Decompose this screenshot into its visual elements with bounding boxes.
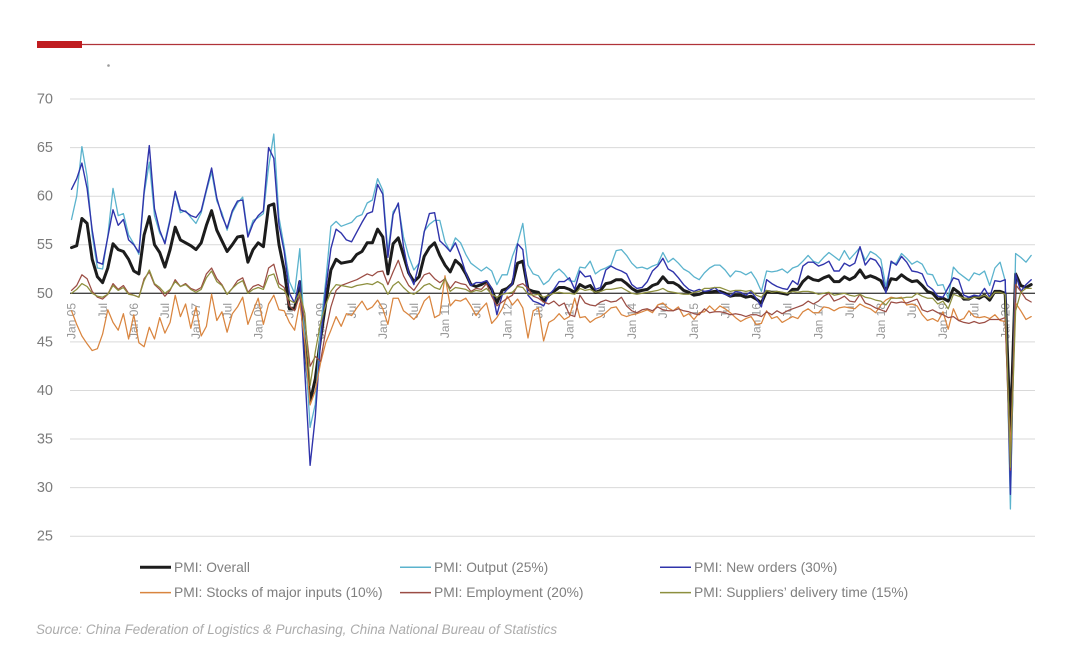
svg-text:Jul: Jul (967, 303, 981, 318)
svg-text:40: 40 (37, 383, 53, 399)
svg-text:Source: China Federation of Lo: Source: China Federation of Logistics & … (36, 622, 557, 637)
svg-text:60: 60 (37, 189, 53, 205)
svg-text:Jan 16: Jan 16 (750, 303, 764, 339)
svg-text:PMI: Stocks of major inputs (1: PMI: Stocks of major inputs (10%) (174, 585, 383, 600)
svg-text:Jul: Jul (220, 303, 234, 318)
svg-text:Jul: Jul (905, 303, 919, 318)
svg-text:Jan 12: Jan 12 (500, 303, 514, 339)
svg-text:Jan 10: Jan 10 (376, 303, 390, 339)
svg-text:Jan 08: Jan 08 (251, 303, 265, 339)
svg-text:Jan 14: Jan 14 (625, 303, 639, 339)
svg-text:Jul: Jul (469, 303, 483, 318)
svg-text:PMI: New orders (30%): PMI: New orders (30%) (694, 560, 837, 575)
svg-text:Jan 11: Jan 11 (438, 303, 452, 338)
svg-text:Jan 17: Jan 17 (812, 303, 826, 339)
svg-text:Jul: Jul (158, 303, 172, 318)
svg-text:65: 65 (37, 140, 53, 156)
svg-text:30: 30 (37, 480, 53, 496)
svg-text:Jul: Jul (407, 303, 421, 318)
svg-text:Jan 05: Jan 05 (65, 303, 79, 339)
svg-text:35: 35 (37, 432, 53, 448)
svg-text:PMI: Suppliers’ delivery time: PMI: Suppliers’ delivery time (15%) (694, 585, 908, 600)
svg-text:Jul: Jul (718, 303, 732, 318)
svg-text:50: 50 (37, 286, 53, 302)
svg-text:70: 70 (37, 92, 53, 108)
svg-text:Jan 13: Jan 13 (563, 303, 577, 339)
svg-text:25: 25 (37, 529, 53, 545)
svg-text:PMI: Output (25%): PMI: Output (25%) (434, 560, 548, 575)
svg-text:Jul: Jul (843, 303, 857, 318)
svg-text:PMI: Employment (20%): PMI: Employment (20%) (434, 585, 584, 600)
svg-text:Jan 19: Jan 19 (936, 303, 950, 339)
svg-text:55: 55 (37, 237, 53, 253)
svg-text:Jan 15: Jan 15 (687, 303, 701, 339)
svg-text:PMI: Overall: PMI: Overall (174, 560, 250, 575)
svg-text:45: 45 (37, 334, 53, 350)
svg-text:Jan 06: Jan 06 (127, 303, 141, 339)
